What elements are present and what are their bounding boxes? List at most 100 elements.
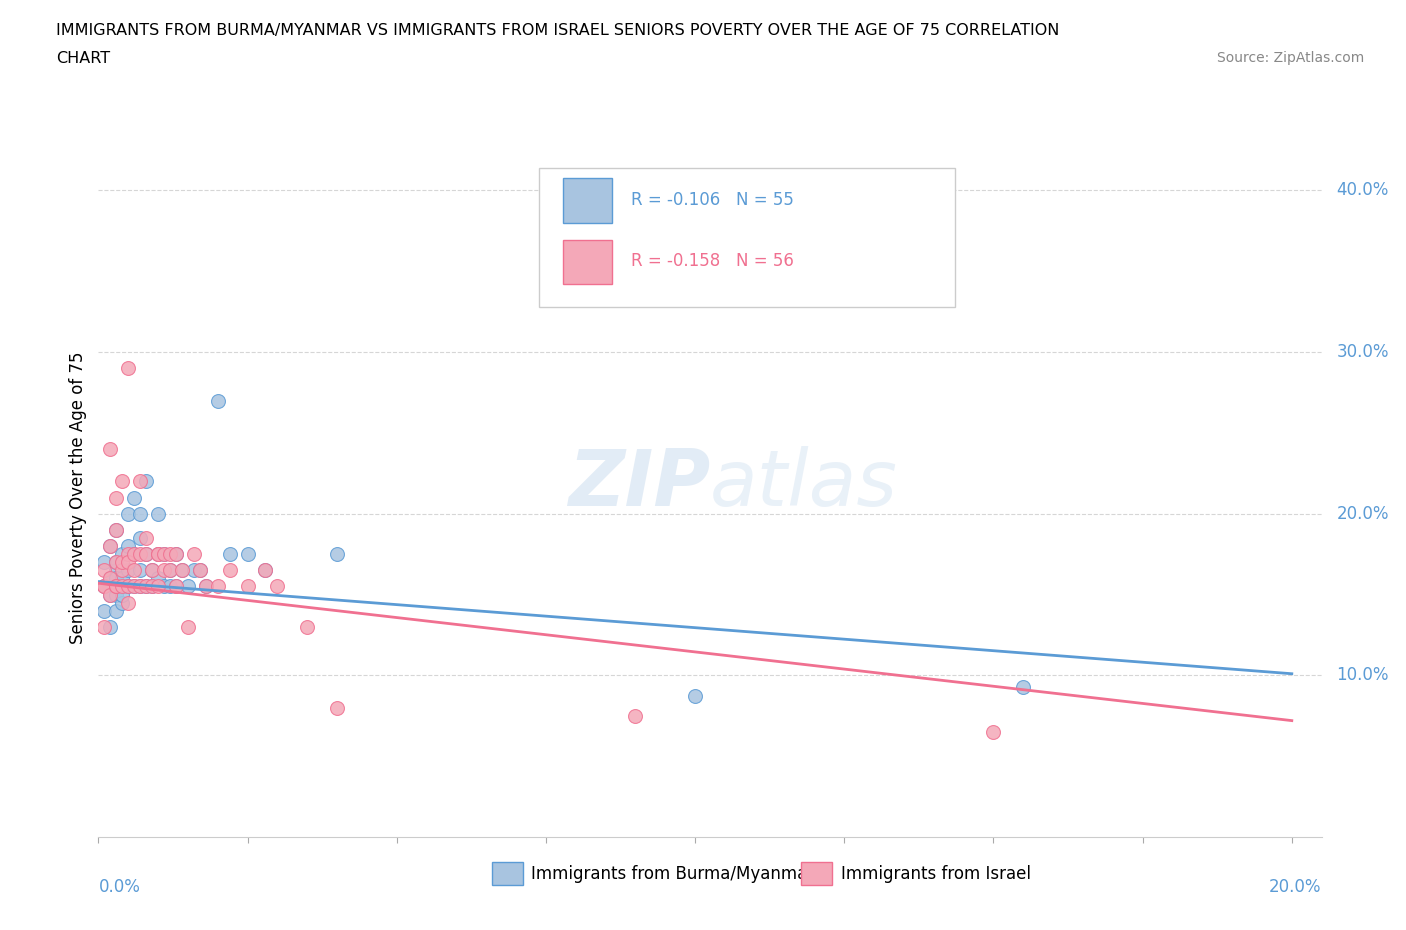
Point bbox=[98, 538, 121, 553]
Point bbox=[105, 571, 128, 586]
Point bbox=[111, 474, 134, 489]
Point bbox=[983, 724, 1005, 739]
Text: 40.0%: 40.0% bbox=[1336, 181, 1389, 199]
Point bbox=[105, 555, 128, 570]
Point bbox=[165, 547, 187, 562]
Point bbox=[117, 506, 139, 521]
Point bbox=[170, 563, 193, 578]
Point bbox=[129, 547, 152, 562]
Point bbox=[141, 579, 163, 594]
Point bbox=[624, 709, 647, 724]
Point bbox=[177, 619, 200, 634]
Point bbox=[683, 689, 706, 704]
Point bbox=[105, 579, 128, 594]
Point bbox=[159, 563, 181, 578]
Point bbox=[122, 547, 145, 562]
Text: IMMIGRANTS FROM BURMA/MYANMAR VS IMMIGRANTS FROM ISRAEL SENIORS POVERTY OVER THE: IMMIGRANTS FROM BURMA/MYANMAR VS IMMIGRA… bbox=[56, 23, 1060, 38]
Point bbox=[117, 361, 139, 376]
Point bbox=[105, 579, 128, 594]
Text: atlas: atlas bbox=[710, 446, 898, 522]
Text: 20.0%: 20.0% bbox=[1336, 505, 1389, 523]
Point bbox=[98, 587, 121, 602]
Point bbox=[129, 506, 152, 521]
Point bbox=[105, 490, 128, 505]
Point bbox=[141, 563, 163, 578]
Point bbox=[93, 604, 115, 618]
Point bbox=[266, 579, 288, 594]
Point bbox=[135, 474, 157, 489]
Point bbox=[188, 563, 211, 578]
Text: 30.0%: 30.0% bbox=[1336, 343, 1389, 361]
Point bbox=[165, 547, 187, 562]
Point bbox=[93, 563, 115, 578]
Point bbox=[129, 474, 152, 489]
Point bbox=[111, 571, 134, 586]
Point bbox=[188, 563, 211, 578]
Point bbox=[98, 587, 121, 602]
Text: R = -0.158   N = 56: R = -0.158 N = 56 bbox=[630, 252, 793, 271]
Point bbox=[98, 571, 121, 586]
Y-axis label: Seniors Poverty Over the Age of 75: Seniors Poverty Over the Age of 75 bbox=[69, 352, 87, 644]
Point bbox=[153, 547, 176, 562]
Point bbox=[93, 555, 115, 570]
Point bbox=[207, 393, 229, 408]
Point bbox=[98, 538, 121, 553]
Point bbox=[135, 530, 157, 545]
Point bbox=[194, 579, 217, 594]
Point bbox=[117, 595, 139, 610]
Point bbox=[117, 579, 139, 594]
Point bbox=[111, 555, 134, 570]
FancyBboxPatch shape bbox=[538, 168, 955, 308]
Point bbox=[207, 579, 229, 594]
Point bbox=[111, 579, 134, 594]
Point bbox=[122, 579, 145, 594]
Text: 10.0%: 10.0% bbox=[1336, 667, 1389, 684]
Point bbox=[254, 563, 277, 578]
Point bbox=[117, 563, 139, 578]
Point bbox=[153, 547, 176, 562]
Point bbox=[111, 563, 134, 578]
Point bbox=[98, 442, 121, 457]
Point bbox=[141, 579, 163, 594]
Point bbox=[1012, 679, 1035, 694]
Point bbox=[183, 547, 205, 562]
Point bbox=[159, 547, 181, 562]
Point bbox=[146, 579, 169, 594]
Point bbox=[105, 555, 128, 570]
Point bbox=[297, 619, 319, 634]
Point bbox=[117, 555, 139, 570]
Point bbox=[183, 563, 205, 578]
Point bbox=[135, 547, 157, 562]
Point bbox=[105, 604, 128, 618]
Text: Immigrants from Burma/Myanmar: Immigrants from Burma/Myanmar bbox=[531, 865, 814, 884]
Point bbox=[117, 547, 139, 562]
Point bbox=[122, 579, 145, 594]
Point bbox=[326, 700, 349, 715]
Point bbox=[98, 619, 121, 634]
Point bbox=[105, 523, 128, 538]
Point bbox=[111, 579, 134, 594]
Point bbox=[236, 579, 259, 594]
Point bbox=[254, 563, 277, 578]
Point bbox=[111, 595, 134, 610]
Point bbox=[129, 579, 152, 594]
Point bbox=[129, 563, 152, 578]
Text: 20.0%: 20.0% bbox=[1270, 878, 1322, 896]
Point bbox=[146, 506, 169, 521]
Point bbox=[146, 547, 169, 562]
Point bbox=[105, 587, 128, 602]
Point bbox=[122, 490, 145, 505]
Point bbox=[165, 579, 187, 594]
Point bbox=[146, 547, 169, 562]
Point bbox=[236, 547, 259, 562]
Point bbox=[177, 579, 200, 594]
Text: Immigrants from Israel: Immigrants from Israel bbox=[841, 865, 1031, 884]
Point bbox=[159, 563, 181, 578]
Point bbox=[326, 547, 349, 562]
Point bbox=[153, 579, 176, 594]
Point bbox=[93, 619, 115, 634]
Point bbox=[146, 571, 169, 586]
Point bbox=[117, 579, 139, 594]
Point bbox=[98, 571, 121, 586]
Point bbox=[93, 579, 115, 594]
